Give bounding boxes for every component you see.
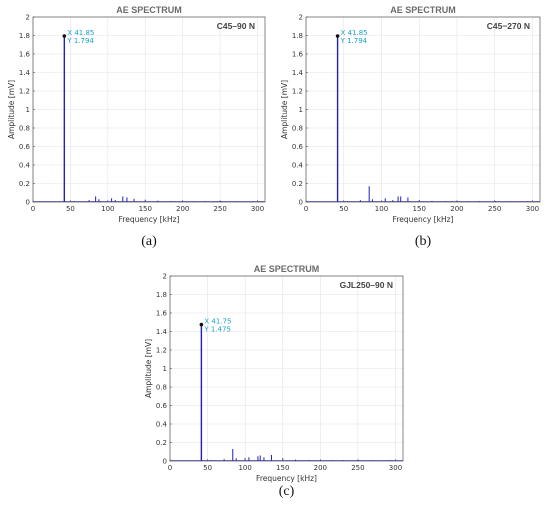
chart-panel-2: 0 0.2 0.4 0.6 0.8 1 1.2 1.4 1.6 1.8 2 0 50 100 150 200 2… [280, 5, 541, 249]
chart-title: AE SPECTRUM [254, 264, 320, 274]
x-tick-label: 300 [251, 205, 264, 213]
x-axis-label: Frequency [kHz] [119, 215, 180, 224]
x-tick-label: 100 [375, 205, 388, 213]
x-tick-label: 150 [413, 205, 426, 213]
y-tick-label: 1 [163, 365, 167, 373]
datatip-y-label: Y 1.794 [340, 37, 368, 45]
y-tick-label: 1.8 [19, 32, 30, 40]
x-tick-label: 200 [450, 205, 463, 213]
datatip-y-label: Y 1.794 [66, 37, 94, 45]
y-axis-label: Amplitude [mV] [280, 80, 289, 139]
y-tick-label: 2 [26, 14, 30, 22]
y-tick-label: 0.8 [292, 125, 303, 133]
x-tick-label: 150 [276, 464, 289, 472]
y-tick-label: 1.6 [156, 310, 168, 318]
datatip-marker [62, 34, 67, 38]
x-axis-label: Frequency [kHz] [393, 215, 454, 224]
specimen-label: C45−270 N [487, 21, 530, 31]
x-tick-label: 50 [66, 205, 75, 213]
panel-caption: (c) [279, 484, 295, 499]
datatip-marker [335, 34, 340, 38]
y-tick-label: 0.8 [19, 125, 30, 133]
x-tick-label: 300 [389, 464, 402, 472]
x-tick-label: 0 [31, 205, 35, 213]
y-tick-label: 1 [299, 106, 303, 114]
x-tick-label: 100 [238, 464, 251, 472]
chart-title: AE SPECTRUM [116, 5, 182, 15]
x-tick-label: 200 [176, 205, 189, 213]
x-tick-label: 50 [203, 464, 212, 472]
y-tick-label: 1 [26, 106, 30, 114]
y-tick-label: 1.4 [156, 328, 168, 336]
y-tick-label: 0.6 [292, 143, 304, 151]
x-tick-label: 200 [314, 464, 327, 472]
datatip-x-label: X 41.85 [67, 29, 94, 37]
x-tick-label: 250 [488, 205, 501, 213]
datatip-marker [199, 322, 204, 327]
y-tick-label: 0 [299, 199, 303, 207]
y-tick-label: 0.2 [19, 180, 30, 188]
panel-caption: (a) [141, 234, 157, 249]
y-tick-label: 1.6 [292, 51, 304, 59]
y-tick-label: 0.4 [19, 162, 31, 170]
panel-caption: (b) [415, 234, 432, 249]
y-tick-label: 0 [163, 458, 167, 466]
y-tick-label: 0.6 [19, 143, 31, 151]
chart-title: AE SPECTRUM [390, 5, 456, 15]
x-tick-label: 100 [101, 205, 114, 213]
chart-panel-1: 0 0.2 0.4 0.6 0.8 1 1.2 1.4 1.6 1.8 2 0 50 100 150 200 2… [7, 5, 266, 249]
x-tick-label: 250 [351, 464, 364, 472]
y-tick-label: 1.6 [19, 51, 31, 59]
datatip-x-label: X 41.75 [204, 318, 231, 326]
y-tick-label: 0.6 [156, 402, 168, 410]
y-tick-label: 1.4 [292, 69, 304, 77]
y-tick-label: 1.8 [292, 32, 303, 40]
datatip-x-label: X 41.85 [341, 29, 368, 37]
y-tick-label: 2 [299, 14, 303, 22]
y-tick-label: 0 [26, 199, 30, 207]
y-tick-label: 1.2 [292, 88, 303, 96]
datatip-y-label: Y 1.475 [203, 326, 231, 334]
x-tick-label: 300 [526, 205, 539, 213]
x-tick-label: 0 [304, 205, 308, 213]
chart-panel-3: 0 0.2 0.4 0.6 0.8 1 1.2 1.4 1.6 1.8 2 0 50 100 150 200 2… [144, 264, 404, 499]
specimen-label: GJL250–90 N [340, 280, 393, 290]
y-tick-label: 1.4 [19, 69, 31, 77]
y-axis-label: Amplitude [mV] [144, 339, 153, 398]
x-axis-label: Frequency [kHz] [256, 474, 317, 483]
x-tick-label: 0 [168, 464, 172, 472]
y-tick-label: 0.4 [292, 162, 304, 170]
x-tick-label: 150 [139, 205, 152, 213]
y-tick-label: 0.2 [292, 180, 303, 188]
x-tick-label: 50 [339, 205, 348, 213]
y-axis-label: Amplitude [mV] [7, 80, 16, 139]
y-tick-label: 0.4 [156, 421, 168, 429]
y-tick-label: 0.2 [156, 439, 167, 447]
y-tick-label: 0.8 [156, 384, 167, 392]
specimen-label: C45–90 N [217, 21, 255, 31]
y-tick-label: 2 [163, 273, 167, 281]
y-tick-label: 1.8 [156, 291, 167, 299]
y-tick-label: 1.2 [156, 347, 167, 355]
x-tick-label: 250 [213, 205, 226, 213]
y-tick-label: 1.2 [19, 88, 30, 96]
